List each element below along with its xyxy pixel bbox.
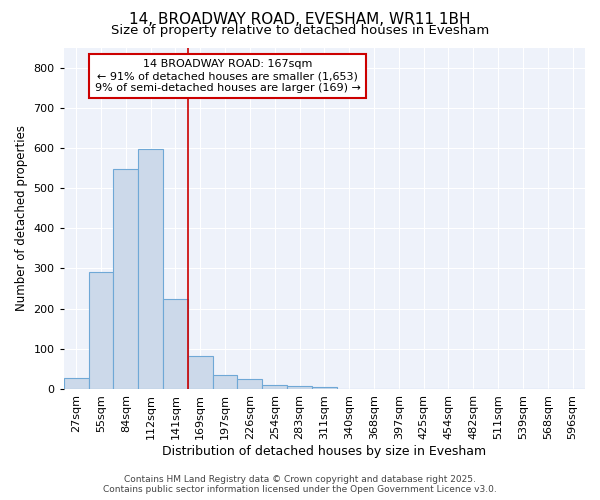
- Bar: [238, 379, 262, 389]
- Bar: [262, 385, 287, 389]
- Bar: [163, 298, 188, 389]
- Bar: [64, 378, 89, 389]
- Text: Contains HM Land Registry data © Crown copyright and database right 2025.
Contai: Contains HM Land Registry data © Crown c…: [103, 474, 497, 494]
- Bar: [287, 386, 312, 389]
- Bar: [312, 388, 337, 389]
- Text: Size of property relative to detached houses in Evesham: Size of property relative to detached ho…: [111, 24, 489, 37]
- Bar: [89, 272, 113, 389]
- X-axis label: Distribution of detached houses by size in Evesham: Distribution of detached houses by size …: [162, 444, 487, 458]
- Text: 14, BROADWAY ROAD, EVESHAM, WR11 1BH: 14, BROADWAY ROAD, EVESHAM, WR11 1BH: [129, 12, 471, 28]
- Bar: [188, 356, 212, 389]
- Bar: [113, 169, 138, 389]
- Bar: [212, 375, 238, 389]
- Y-axis label: Number of detached properties: Number of detached properties: [15, 125, 28, 311]
- Bar: [138, 149, 163, 389]
- Text: 14 BROADWAY ROAD: 167sqm
← 91% of detached houses are smaller (1,653)
9% of semi: 14 BROADWAY ROAD: 167sqm ← 91% of detach…: [95, 60, 361, 92]
